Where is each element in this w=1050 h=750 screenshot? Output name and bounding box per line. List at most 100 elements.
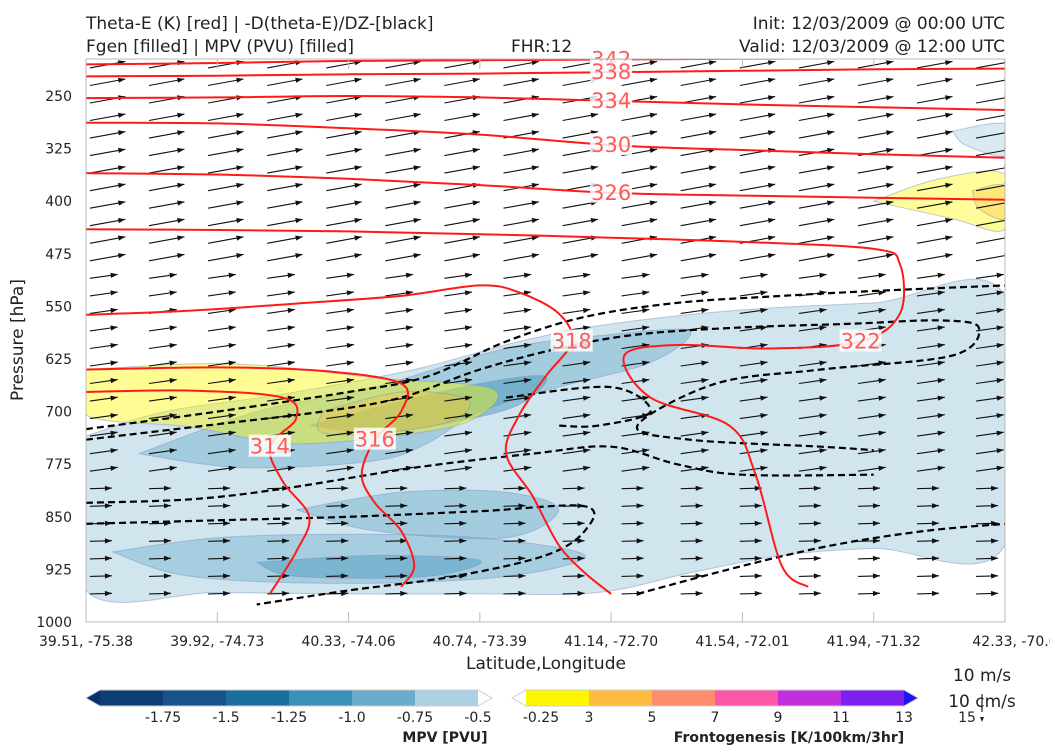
wind-vector-head xyxy=(878,307,886,314)
wind-vector-head xyxy=(878,325,886,331)
fgen-colorbar-segment xyxy=(652,690,715,706)
wind-vector xyxy=(857,485,881,491)
wind-vector-head xyxy=(523,448,532,454)
x-tick-label: 39.92, -74.73 xyxy=(170,634,264,650)
wind-vector-head xyxy=(701,448,709,454)
wind-vector-shaft xyxy=(976,167,1005,174)
wind-vector xyxy=(326,573,349,579)
wind-vector xyxy=(208,307,236,314)
wind-vector-head xyxy=(400,590,408,597)
wind-vector-head xyxy=(163,503,171,509)
wind-vector xyxy=(562,538,585,544)
wind-vector-head xyxy=(118,200,126,206)
wind-vector xyxy=(680,465,709,472)
theta-e-contour-322 xyxy=(86,228,906,588)
wind-vector-head xyxy=(701,272,709,278)
wind-vector-head xyxy=(163,590,171,597)
wind-vector-head xyxy=(518,573,526,579)
wind-vector-head xyxy=(819,395,827,401)
wind-vector xyxy=(89,182,126,192)
wind-vector-head xyxy=(118,130,126,136)
wind-vector xyxy=(89,413,118,420)
wind-vector-head xyxy=(701,290,709,296)
y-axis-label: Pressure [hPa] xyxy=(8,279,28,401)
wind-vector xyxy=(798,360,827,367)
wind-vector-head xyxy=(649,112,658,118)
wind-vector-head xyxy=(405,307,414,314)
wind-vector-head xyxy=(282,503,290,509)
theta-e-label-bg-314 xyxy=(248,434,291,457)
wind-vector-head xyxy=(754,485,762,491)
wind-vector xyxy=(326,130,362,139)
wind-vector xyxy=(857,520,881,526)
shaded-region-7 xyxy=(256,554,482,579)
wind-vector-shaft xyxy=(976,97,1005,104)
x-tick-label: 39.51, -75.38 xyxy=(39,634,133,650)
wind-vector-head xyxy=(577,538,585,544)
wind-vector xyxy=(798,395,827,402)
wind-vector-head xyxy=(826,182,835,188)
fgen-colorbar-tick: 11 xyxy=(832,710,850,726)
wind-vector xyxy=(89,503,112,509)
wind-vector xyxy=(267,200,303,209)
wind-vector-head xyxy=(118,218,126,224)
wind-vector-head xyxy=(523,343,532,349)
wind-vector-head xyxy=(826,77,835,83)
wind-vector-head xyxy=(760,413,768,419)
wind-vector-head xyxy=(177,182,185,188)
wind-vector xyxy=(503,465,532,472)
wind-vector-head xyxy=(346,448,354,454)
fgen-colorbar-segment xyxy=(589,690,652,706)
mpv-colorbar-tick: -0.25 xyxy=(523,710,559,726)
wind-vector-head xyxy=(177,165,185,171)
wind-vector-head xyxy=(945,112,953,118)
wind-vector xyxy=(208,272,236,279)
wind-vector-head xyxy=(354,218,362,224)
wind-vector xyxy=(444,413,473,420)
wind-vector xyxy=(857,200,894,209)
wind-vector xyxy=(857,218,894,227)
wind-vector xyxy=(798,520,821,526)
wind-vector xyxy=(385,77,421,87)
wind-vector xyxy=(976,573,999,579)
wind-vector xyxy=(680,60,717,69)
wind-vector xyxy=(739,378,768,385)
wind-vector xyxy=(89,555,112,561)
wind-vector-head xyxy=(583,325,591,331)
wind-vector xyxy=(739,430,768,437)
wind-vector xyxy=(385,573,408,579)
wind-vector xyxy=(503,253,539,262)
wind-vector-head xyxy=(346,465,354,471)
wind-vector xyxy=(503,360,532,367)
wind-vector xyxy=(267,235,303,244)
wind-vector-head xyxy=(464,343,473,349)
wind-vector-head xyxy=(945,218,953,224)
wind-vector xyxy=(916,555,940,561)
wind-vector-head xyxy=(523,307,532,314)
wind-vector xyxy=(89,165,126,174)
wind-vector-head xyxy=(577,555,585,561)
wind-vector-head xyxy=(760,343,768,349)
wind-vector-head xyxy=(937,272,945,278)
wind-vector-head xyxy=(346,290,354,296)
wind-vector-head xyxy=(649,253,658,259)
wind-vector-head xyxy=(472,77,480,83)
wind-vector xyxy=(739,573,762,579)
wind-vector-head xyxy=(760,307,768,314)
wind-vector-head xyxy=(236,182,244,188)
wind-vector xyxy=(857,77,894,87)
wind-vector xyxy=(503,573,526,579)
wind-vector-head xyxy=(701,395,709,401)
wind-vector-head xyxy=(354,182,362,188)
wind-vector-head xyxy=(177,235,185,241)
wind-vector-head xyxy=(813,485,821,491)
fgen-colorbar-segment xyxy=(778,690,841,706)
wind-vector xyxy=(89,147,126,157)
wind-vector-head xyxy=(872,485,880,491)
wind-vector xyxy=(916,290,945,297)
wind-vector-head xyxy=(945,130,953,136)
wind-vector xyxy=(621,573,644,579)
wind-vector-head xyxy=(945,200,953,206)
x-tick-label: 40.33, -74.06 xyxy=(302,634,396,650)
y-tick-label: 550 xyxy=(45,299,72,315)
